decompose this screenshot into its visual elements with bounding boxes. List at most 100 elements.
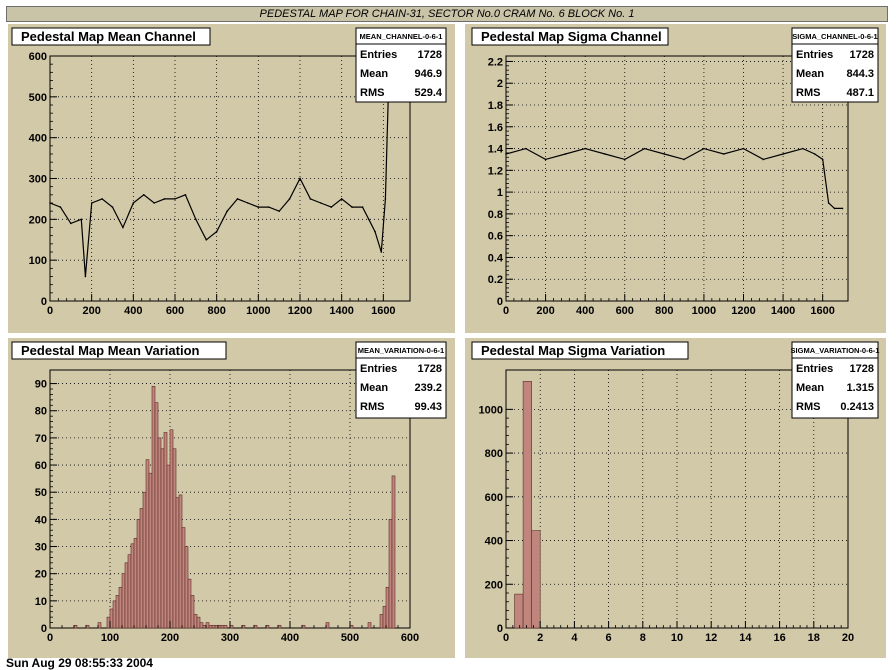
mean-channel-point [122, 226, 124, 229]
mean-variation-bar [367, 622, 372, 629]
stats-frame [791, 341, 879, 419]
tick-label-x: 1600 [371, 305, 395, 317]
tick-label-y: 200 [485, 579, 503, 591]
sigma-variation-bar [531, 530, 541, 629]
stats-label: RMS [796, 87, 820, 99]
tick-label-y: 800 [485, 448, 503, 460]
sigma-variation-bar [514, 593, 524, 629]
mean-variation-bar [157, 437, 162, 629]
tick-label-y: 0.8 [488, 209, 503, 221]
mean-channel-point [367, 218, 370, 221]
sigma-channel-point [544, 158, 547, 161]
mean-channel-point [320, 202, 322, 204]
stats-value: 99.43 [414, 401, 442, 413]
tick-label-x: 400 [124, 305, 142, 317]
mean-variation-bar [193, 614, 198, 629]
tick-label-y: 10 [35, 596, 47, 608]
tick-label-y: 0 [41, 296, 47, 308]
sigma-channel-frame [505, 55, 849, 302]
mean-variation-title: Pedestal Map Mean Variation [21, 343, 200, 358]
tick-label-x: 1400 [329, 305, 353, 317]
mean-variation-bar [385, 586, 390, 629]
mean-variation-bar [166, 464, 171, 629]
mean-channel-point [247, 202, 249, 204]
mean-variation-axes: 0 100 200 300 400 500 600 0 10 20 30 40 50 60 70 80 90 [35, 379, 419, 644]
mean-variation-bar [181, 527, 186, 629]
mean-channel-point [111, 206, 114, 208]
canvas-title: PEDESTAL MAP FOR CHAIN-31, SECTOR No.0 C… [6, 6, 888, 22]
tick-label-x: 20 [842, 632, 854, 644]
stats-value: 529.4 [414, 87, 442, 99]
tick-label-x: 200 [82, 305, 100, 317]
tick-label-y: 70 [35, 433, 47, 445]
tick-label-y: 600 [485, 492, 503, 504]
mean-variation-bar [241, 624, 246, 629]
mean-variation-bar [139, 508, 144, 629]
mean-channel-point [80, 218, 83, 221]
mean-variation-bar [136, 519, 141, 629]
tick-label-y: 0 [41, 623, 47, 635]
tick-label-y: 40 [35, 514, 47, 526]
tick-label-y: 0 [497, 623, 503, 635]
tick-label-y: 1.2 [488, 165, 503, 177]
sigma-variation-title-box [471, 341, 689, 360]
tick-label-y: 600 [29, 51, 47, 63]
mean-variation-bar [196, 616, 201, 629]
mean-channel-point [361, 206, 364, 208]
mean-channel-point [84, 275, 87, 278]
mean-variation-bar [202, 624, 207, 629]
tick-label-y: 20 [35, 569, 47, 581]
stats-value: 1728 [850, 363, 874, 375]
tick-label-y: 1.6 [488, 122, 503, 134]
tick-label-x: 600 [616, 305, 634, 317]
stats-value: 239.2 [414, 382, 442, 394]
mean-channel-point [195, 218, 197, 221]
tick-label-x: 1200 [288, 305, 312, 317]
mean-variation-bar [217, 624, 222, 629]
mean-channel-title-box [11, 27, 211, 46]
tick-label-x: 10 [671, 632, 683, 644]
sigma-channel-point [584, 147, 586, 150]
mean-channel-point [153, 202, 155, 204]
mean-variation-bar [388, 519, 393, 629]
tick-label-y: 1000 [479, 404, 503, 416]
mean-variation-bar [301, 624, 306, 629]
mean-channel-point [70, 222, 72, 225]
tick-label-x: 1000 [246, 305, 270, 317]
tick-label-y: 1.8 [488, 100, 503, 112]
mean-channel-point [374, 230, 376, 233]
mean-channel-point [226, 210, 228, 212]
mean-channel-point [299, 177, 301, 180]
mean-variation-bar [211, 624, 216, 629]
tick-label-x: 18 [808, 632, 820, 644]
sigma-channel-point [813, 153, 816, 155]
mean-variation-stats-box: MEAN_VARIATION-0-6-1 Entries 1728 Mean 239.2… [355, 341, 447, 419]
tick-label-x: 300 [221, 632, 239, 644]
mean-variation-bar [223, 624, 228, 629]
sigma-channel-point [643, 147, 646, 150]
tick-label-x: 200 [161, 632, 179, 644]
tick-label-x: 16 [773, 632, 785, 644]
tick-label-x: 0 [47, 632, 53, 644]
mean-variation-bar [265, 624, 270, 629]
mean-variation-bar [199, 622, 204, 629]
sigma-channel-point [821, 158, 824, 161]
stats-label: Entries [796, 363, 833, 375]
mean-variation-bar [175, 497, 180, 629]
sigma-variation-title: Pedestal Map Sigma Variation [481, 343, 665, 358]
sigma-channel-point [841, 207, 844, 210]
tick-label-x: 1200 [731, 305, 755, 317]
mean-variation-bar [391, 475, 396, 629]
tick-label-y: 100 [29, 255, 47, 267]
tick-label-y: 400 [29, 133, 47, 145]
sigma-channel-point [762, 158, 765, 161]
tick-label-x: 800 [655, 305, 673, 317]
stats-label: Entries [360, 363, 397, 375]
sigma-variation-grid [506, 370, 848, 628]
mean-channel-axes: 0 200 400 600 800 1000 1200 1400 1600 0 100 200 300 4… [29, 51, 396, 317]
mean-variation-bar [205, 622, 210, 629]
stats-frame [355, 341, 447, 419]
tick-label-y: 1.4 [488, 144, 504, 156]
tick-label-y: 2.2 [488, 56, 503, 68]
